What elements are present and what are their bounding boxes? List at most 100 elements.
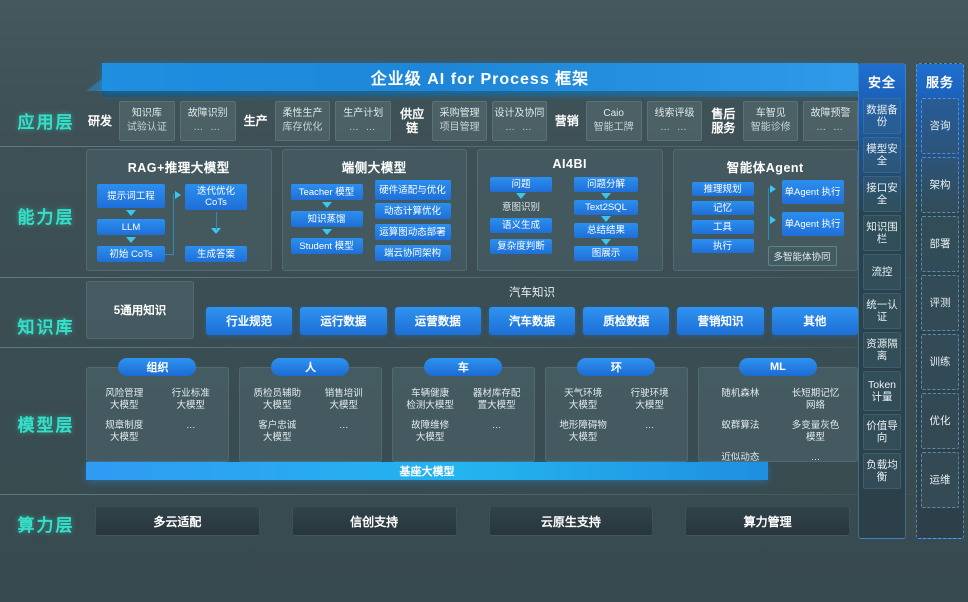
model-item[interactable]: 行业标准 大模型 — [171, 388, 210, 411]
knowledge-pill[interactable]: 营销知识 — [677, 307, 764, 335]
rag-node-answer[interactable]: 生成答案 — [185, 246, 247, 262]
model-column-pill[interactable]: ML — [738, 358, 817, 376]
agent-node-single-2[interactable]: 单Agent 执行 — [781, 212, 844, 236]
edge-node-graph-deploy[interactable]: 运算图动态部署 — [374, 224, 451, 240]
edge-node-teacher[interactable]: Teacher 模型 — [290, 184, 363, 200]
connector-line — [165, 254, 174, 255]
model-column-environment: 环 天气环境 大模型 行驶环境 大模型 地形障碍物 大模型 … — [544, 358, 688, 462]
model-item[interactable]: 质检员辅助 大模型 — [253, 388, 301, 411]
model-item[interactable]: 随机森林 — [721, 388, 760, 399]
knowledge-pill[interactable]: 其他 — [771, 307, 858, 335]
model-item[interactable]: 天气环境 大模型 — [564, 388, 603, 411]
app-card[interactable]: 故障识别 … … — [179, 101, 236, 141]
service-item-architecture[interactable]: 架构 — [921, 157, 959, 213]
model-column-pill[interactable]: 组织 — [118, 358, 197, 376]
application-layer-row: 研发 知识库 试验认证 故障识别 … … 生产 柔性生产 库存优化 — [86, 99, 858, 143]
security-item-token-metering[interactable]: Token计量 — [863, 371, 901, 411]
model-item[interactable]: 多变量灰色 模型 — [791, 420, 840, 443]
model-column-pill[interactable]: 车 — [424, 358, 503, 376]
bi-node-question[interactable]: 问题 — [490, 177, 552, 192]
service-item-consulting[interactable]: 咨询 — [921, 98, 959, 154]
arrow-right-icon — [175, 191, 181, 199]
security-item-value-orientation[interactable]: 价值导向 — [863, 414, 901, 450]
knowledge-pill[interactable]: 运营数据 — [394, 307, 481, 335]
app-card[interactable]: 生产计划 … … — [335, 101, 392, 141]
rag-node-prompt[interactable]: 提示词工程 — [97, 184, 165, 208]
bi-node-semantic[interactable]: 语义生成 — [490, 218, 552, 233]
app-card[interactable]: 设计及协同 … … — [491, 101, 547, 141]
security-item-knowledge-fence[interactable]: 知识围栏 — [863, 215, 901, 251]
security-item-resource-isolation[interactable]: 资源隔离 — [863, 332, 901, 368]
service-item-training[interactable]: 训练 — [921, 334, 959, 390]
agent-node-execute[interactable]: 执行 — [691, 239, 754, 253]
app-card[interactable]: 采购管理 项目管理 — [432, 101, 487, 141]
model-item[interactable]: 车辆健康 检测大模型 — [406, 388, 454, 411]
app-card[interactable]: 柔性生产 库存优化 — [274, 101, 331, 141]
divider-knowledge — [0, 347, 968, 348]
agent-node-single-1[interactable]: 单Agent 执行 — [781, 180, 844, 204]
security-item-flow-control[interactable]: 流控 — [863, 254, 901, 290]
model-item[interactable]: 规章制度 大模型 — [105, 420, 144, 443]
bi-node-text2sql[interactable]: Text2SQL — [574, 200, 638, 215]
bi-node-decompose[interactable]: 问题分解 — [574, 177, 638, 192]
edge-node-distill[interactable]: 知识蒸馏 — [290, 211, 363, 227]
service-rail: 服务 咨询 架构 部署 评测 训练 优化 运维 — [916, 63, 964, 539]
rag-node-llm[interactable]: LLM — [97, 219, 165, 235]
service-item-deployment[interactable]: 部署 — [921, 216, 959, 272]
service-item-evaluation[interactable]: 评测 — [921, 275, 959, 331]
bi-node-summary[interactable]: 总结结果 — [574, 223, 638, 238]
app-card[interactable]: 线索评级 … … — [646, 101, 703, 141]
model-item[interactable]: 蚁群算法 — [721, 420, 760, 431]
app-group-title: 营销 — [554, 114, 579, 128]
security-item-model-safety[interactable]: 模型安全 — [863, 137, 901, 173]
app-card[interactable]: 车智见 智能诊修 — [743, 101, 799, 141]
rag-node-iterative-cots[interactable]: 迭代优化 CoTs — [185, 184, 247, 210]
app-card[interactable]: 知识库 试验认证 — [119, 101, 175, 141]
edge-node-hardware[interactable]: 硬件适配与优化 — [374, 180, 451, 200]
app-group-supply-chain: 供应链 采购管理 项目管理 设计及协同 … … — [397, 99, 547, 143]
rag-node-initial-cots[interactable]: 初始 CoTs — [97, 246, 165, 262]
model-item[interactable]: 风险管理 大模型 — [105, 388, 144, 411]
service-item-operations[interactable]: 运维 — [921, 452, 959, 508]
knowledge-pill[interactable]: 运行数据 — [300, 307, 387, 335]
model-column-pill[interactable]: 环 — [577, 358, 656, 376]
model-column-pill[interactable]: 人 — [271, 358, 350, 376]
knowledge-general-card[interactable]: 5通用知识 — [86, 281, 194, 339]
app-group-title: 售后服务 — [711, 107, 736, 135]
bi-node-chart[interactable]: 图展示 — [574, 246, 638, 261]
app-card-line2: … … — [348, 122, 378, 133]
security-item-backup[interactable]: 数据备份 — [863, 98, 901, 134]
model-column-people: 人 质检员辅助 大模型 销售培训 大模型 客户忠诚 大模型 … — [238, 358, 382, 462]
app-card[interactable]: Caio 智能工牌 — [585, 101, 642, 141]
compute-card-multicloud[interactable]: 多云适配 — [95, 506, 260, 536]
service-item-optimization[interactable]: 优化 — [921, 393, 959, 449]
security-item-unified-auth[interactable]: 统一认证 — [863, 293, 901, 329]
knowledge-pill[interactable]: 行业规范 — [206, 307, 293, 335]
security-item-api-safety[interactable]: 接口安全 — [863, 176, 901, 212]
bi-node-complexity[interactable]: 复杂度判断 — [490, 239, 552, 254]
agent-node-tools[interactable]: 工具 — [691, 220, 754, 234]
edge-node-dynamic-compute[interactable]: 动态计算优化 — [374, 203, 451, 219]
compute-card-xinchuang[interactable]: 信创支持 — [291, 506, 457, 536]
app-card[interactable]: 故障预警 … … — [803, 101, 858, 141]
app-card-line2: 智能工牌 — [593, 122, 634, 133]
app-group-production: 生产 柔性生产 库存优化 生产计划 … … — [242, 99, 392, 143]
edge-node-cloud-arch[interactable]: 端云协同架构 — [374, 245, 451, 261]
agent-node-memory[interactable]: 记忆 — [691, 201, 754, 215]
model-item[interactable]: 销售培训 大模型 — [324, 388, 363, 411]
agent-node-planning[interactable]: 推理规划 — [691, 182, 754, 196]
model-item[interactable]: 行驶环境 大模型 — [630, 388, 669, 411]
edge-node-student[interactable]: Student 模型 — [290, 238, 363, 254]
security-item-load-balance[interactable]: 负载均衡 — [863, 453, 901, 489]
model-item[interactable]: 地形障碍物 大模型 — [559, 420, 607, 443]
model-item[interactable]: 长短期记忆 网络 — [791, 388, 840, 411]
knowledge-pill[interactable]: 汽车数据 — [488, 307, 576, 335]
model-item[interactable]: 客户忠诚 大模型 — [258, 420, 297, 443]
knowledge-pill[interactable]: 质检数据 — [583, 307, 670, 335]
compute-card-cloudnative[interactable]: 云原生支持 — [488, 506, 654, 536]
compute-card-management[interactable]: 算力管理 — [685, 506, 850, 536]
model-item[interactable]: 器材库存配 置大模型 — [472, 388, 521, 411]
model-item[interactable]: 故障维修 大模型 — [411, 420, 450, 443]
arrow-down-icon — [126, 237, 136, 243]
